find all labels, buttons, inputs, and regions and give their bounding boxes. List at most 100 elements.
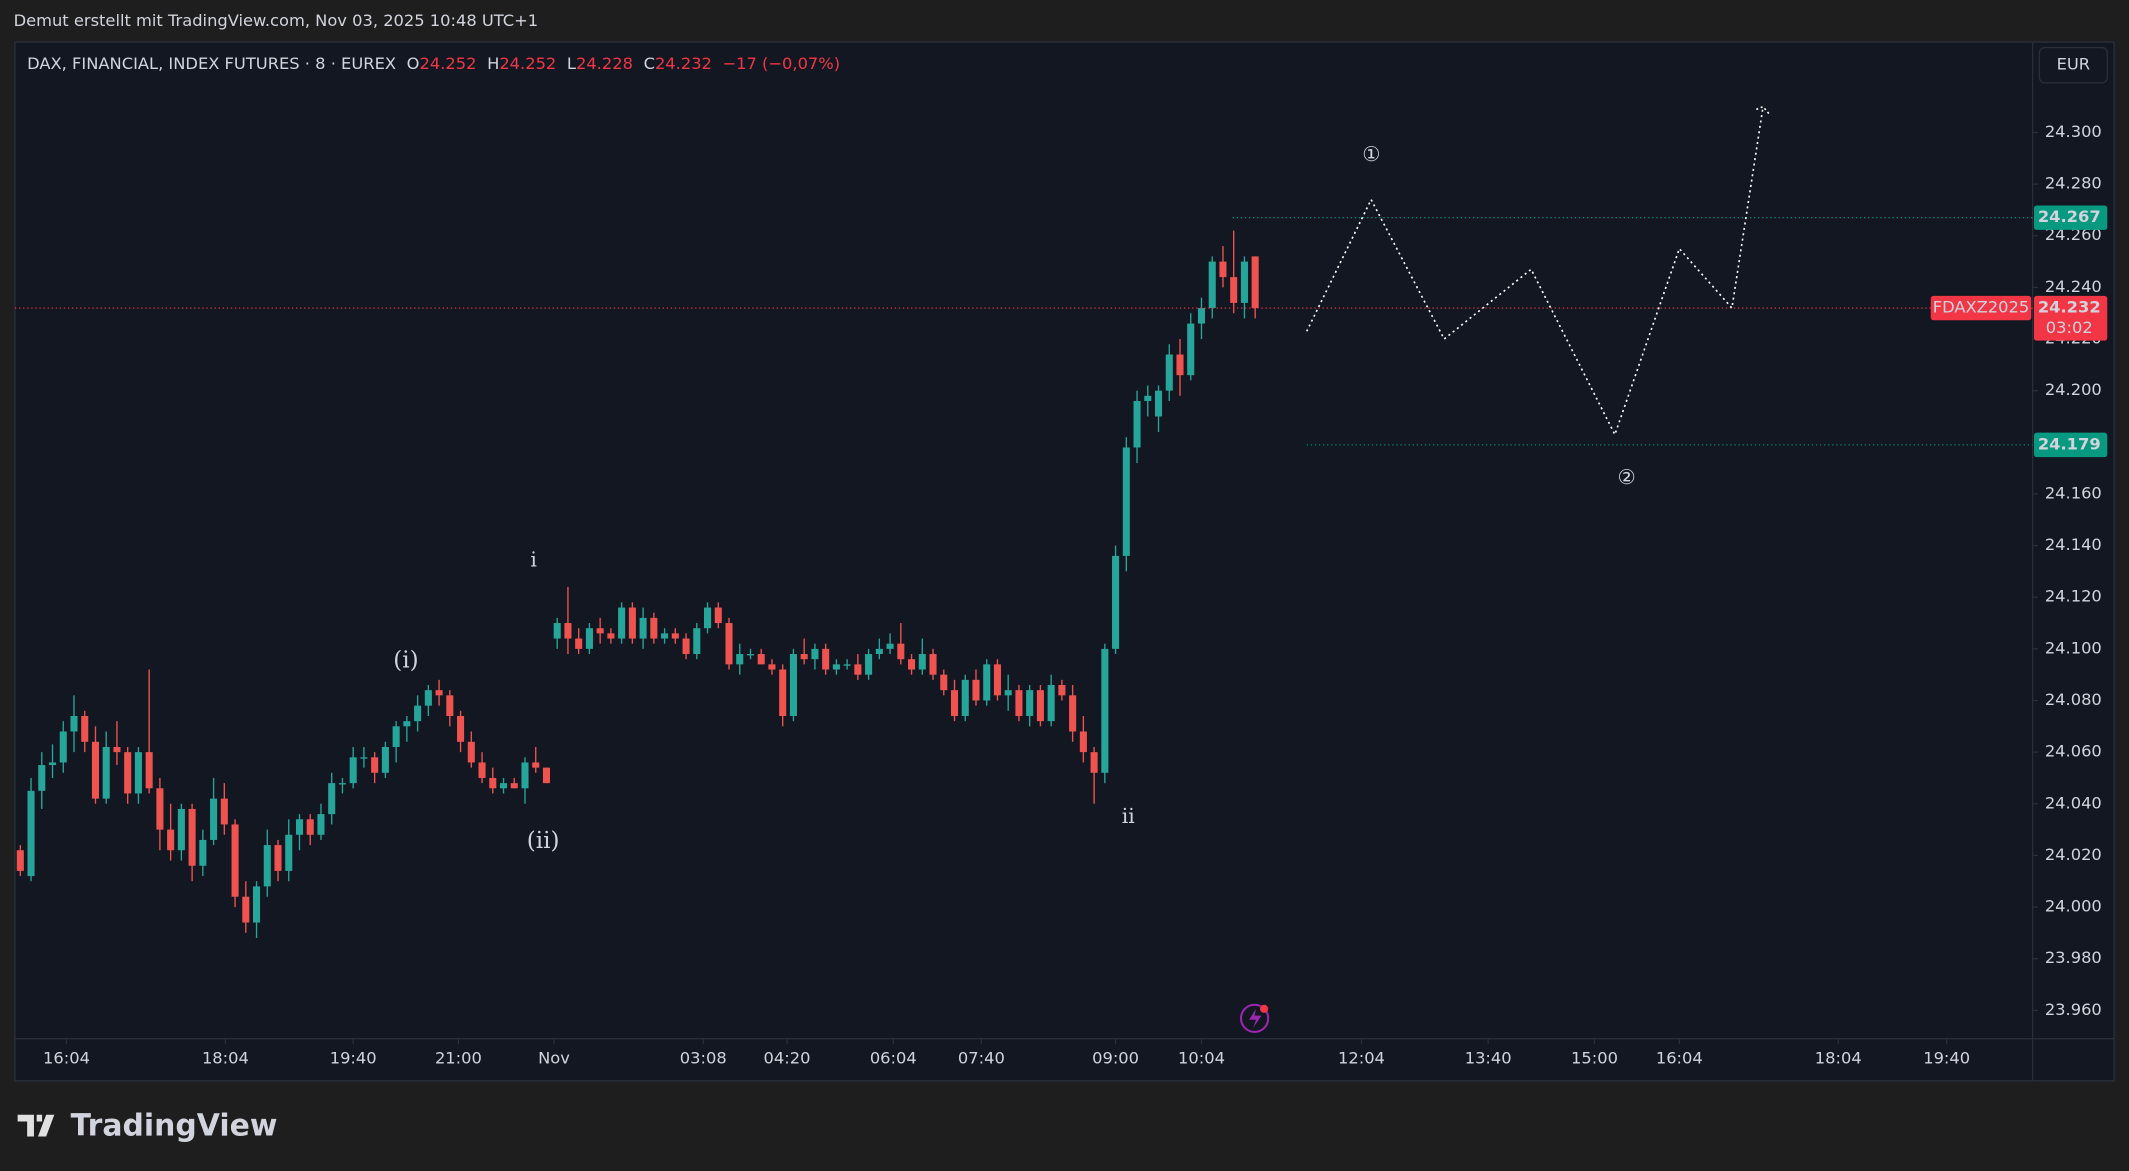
last-price-label: 24.232	[2038, 298, 2101, 317]
candle-body	[1154, 390, 1163, 417]
candle-body	[940, 674, 948, 691]
candle-body	[865, 654, 873, 675]
candle-body	[113, 746, 121, 753]
candle-body	[886, 643, 894, 649]
projection-arrowhead	[1755, 105, 1771, 116]
candle-body	[1176, 354, 1184, 376]
candle-body	[16, 850, 24, 871]
candle-body	[746, 654, 755, 656]
wave-label: ②	[1617, 465, 1635, 489]
candle-body	[908, 659, 916, 670]
candle-body	[102, 746, 110, 799]
candle-body	[972, 679, 980, 701]
candle-body	[349, 757, 357, 784]
candle-body	[1079, 731, 1087, 753]
symbol: DAX, FINANCIAL, INDEX FUTURES · 8 · EURE…	[27, 53, 396, 72]
candle-body	[1144, 395, 1152, 401]
header: Demut erstellt mit TradingView.com, Nov …	[14, 11, 539, 30]
projection-line	[1305, 106, 1764, 437]
ohlc-value: 24.228	[576, 53, 633, 72]
wave-label: ①	[1362, 142, 1380, 166]
candle-body	[392, 726, 400, 747]
candle-body	[832, 664, 840, 670]
candle-body	[1036, 690, 1044, 722]
candle-body	[381, 746, 389, 773]
x-tick-label: 09:00	[1092, 1049, 1139, 1068]
candle-body	[983, 664, 991, 701]
y-tick-label: 24.120	[2045, 587, 2102, 606]
wave-label: i	[530, 547, 537, 571]
candle-body	[1047, 685, 1055, 722]
candle-body	[177, 808, 185, 851]
candle-body	[575, 638, 583, 649]
candle-body	[639, 617, 647, 639]
candle-body	[1240, 261, 1248, 303]
candle-body	[1122, 447, 1130, 556]
candle-body	[167, 829, 175, 851]
y-tick-label: 24.100	[2045, 638, 2102, 657]
candle-body	[542, 767, 550, 784]
x-tick-label: 15:00	[1571, 1049, 1618, 1068]
level-label: 24.267	[2038, 207, 2101, 226]
candle-body	[822, 648, 830, 670]
candle-body	[596, 628, 604, 634]
candle-body	[1251, 256, 1259, 309]
event-dot	[1260, 1004, 1269, 1013]
y-tick-label: 24.020	[2045, 845, 2102, 864]
candle-body	[779, 669, 787, 716]
candle-body	[1015, 690, 1023, 716]
x-tick-label: 06:04	[870, 1049, 917, 1068]
level-tag	[2033, 432, 2108, 458]
x-tick-label: 19:40	[1923, 1049, 1970, 1068]
logo: TradingView	[17, 1108, 277, 1143]
candle-body	[242, 896, 250, 923]
candle-body	[1101, 648, 1109, 773]
candle-body	[295, 819, 304, 835]
legend: DAX, FINANCIAL, INDEX FUTURES · 8 · EURE…	[27, 53, 840, 72]
currency-button[interactable]	[2038, 46, 2108, 84]
candle-body	[1187, 323, 1195, 376]
candle-body	[253, 886, 261, 923]
candle-body	[145, 752, 153, 789]
event-icon[interactable]	[1239, 1003, 1270, 1033]
candle-body	[306, 819, 314, 835]
x-tick-label: 10:04	[1178, 1049, 1225, 1068]
ohlc-key: L	[567, 53, 576, 72]
candle-body	[918, 654, 926, 670]
candle-body	[81, 715, 89, 742]
candle-body	[467, 741, 475, 763]
candle-body	[210, 798, 218, 840]
currency[interactable]: EUR	[2057, 55, 2091, 74]
candle-body	[403, 721, 411, 727]
candle-body	[59, 731, 67, 763]
candle-body	[478, 762, 486, 778]
candle-body	[360, 757, 368, 759]
candle-body	[811, 648, 819, 660]
candle-body	[1230, 277, 1238, 303]
x-tick-label: 07:40	[958, 1049, 1005, 1068]
candle-body	[929, 654, 937, 675]
x-tick-label: 03:08	[680, 1049, 727, 1068]
x-tick-label: 16:04	[1656, 1049, 1703, 1068]
x-tick-label: 16:04	[43, 1049, 90, 1068]
ohlc-key: H	[487, 53, 499, 72]
wave-label: (ii)	[527, 828, 560, 854]
candle-body	[628, 607, 636, 639]
candle-body	[693, 628, 701, 655]
countdown: 03:02	[2046, 318, 2093, 337]
candle-body	[424, 690, 432, 706]
plot	[14, 105, 2033, 939]
candle-body	[317, 814, 325, 835]
y-tick-label: 24.260	[2045, 225, 2102, 244]
candle-body	[875, 648, 883, 655]
candle-body	[961, 679, 969, 716]
candle-body	[220, 798, 228, 825]
candle-body	[650, 617, 658, 639]
candle-body	[897, 643, 905, 660]
candle-body	[704, 607, 712, 629]
wave-label: (i)	[393, 647, 418, 673]
candle-body	[585, 628, 593, 649]
ohlc-key: O	[407, 53, 420, 72]
candle-body	[446, 695, 454, 716]
x-tick-label: 13:40	[1465, 1049, 1512, 1068]
